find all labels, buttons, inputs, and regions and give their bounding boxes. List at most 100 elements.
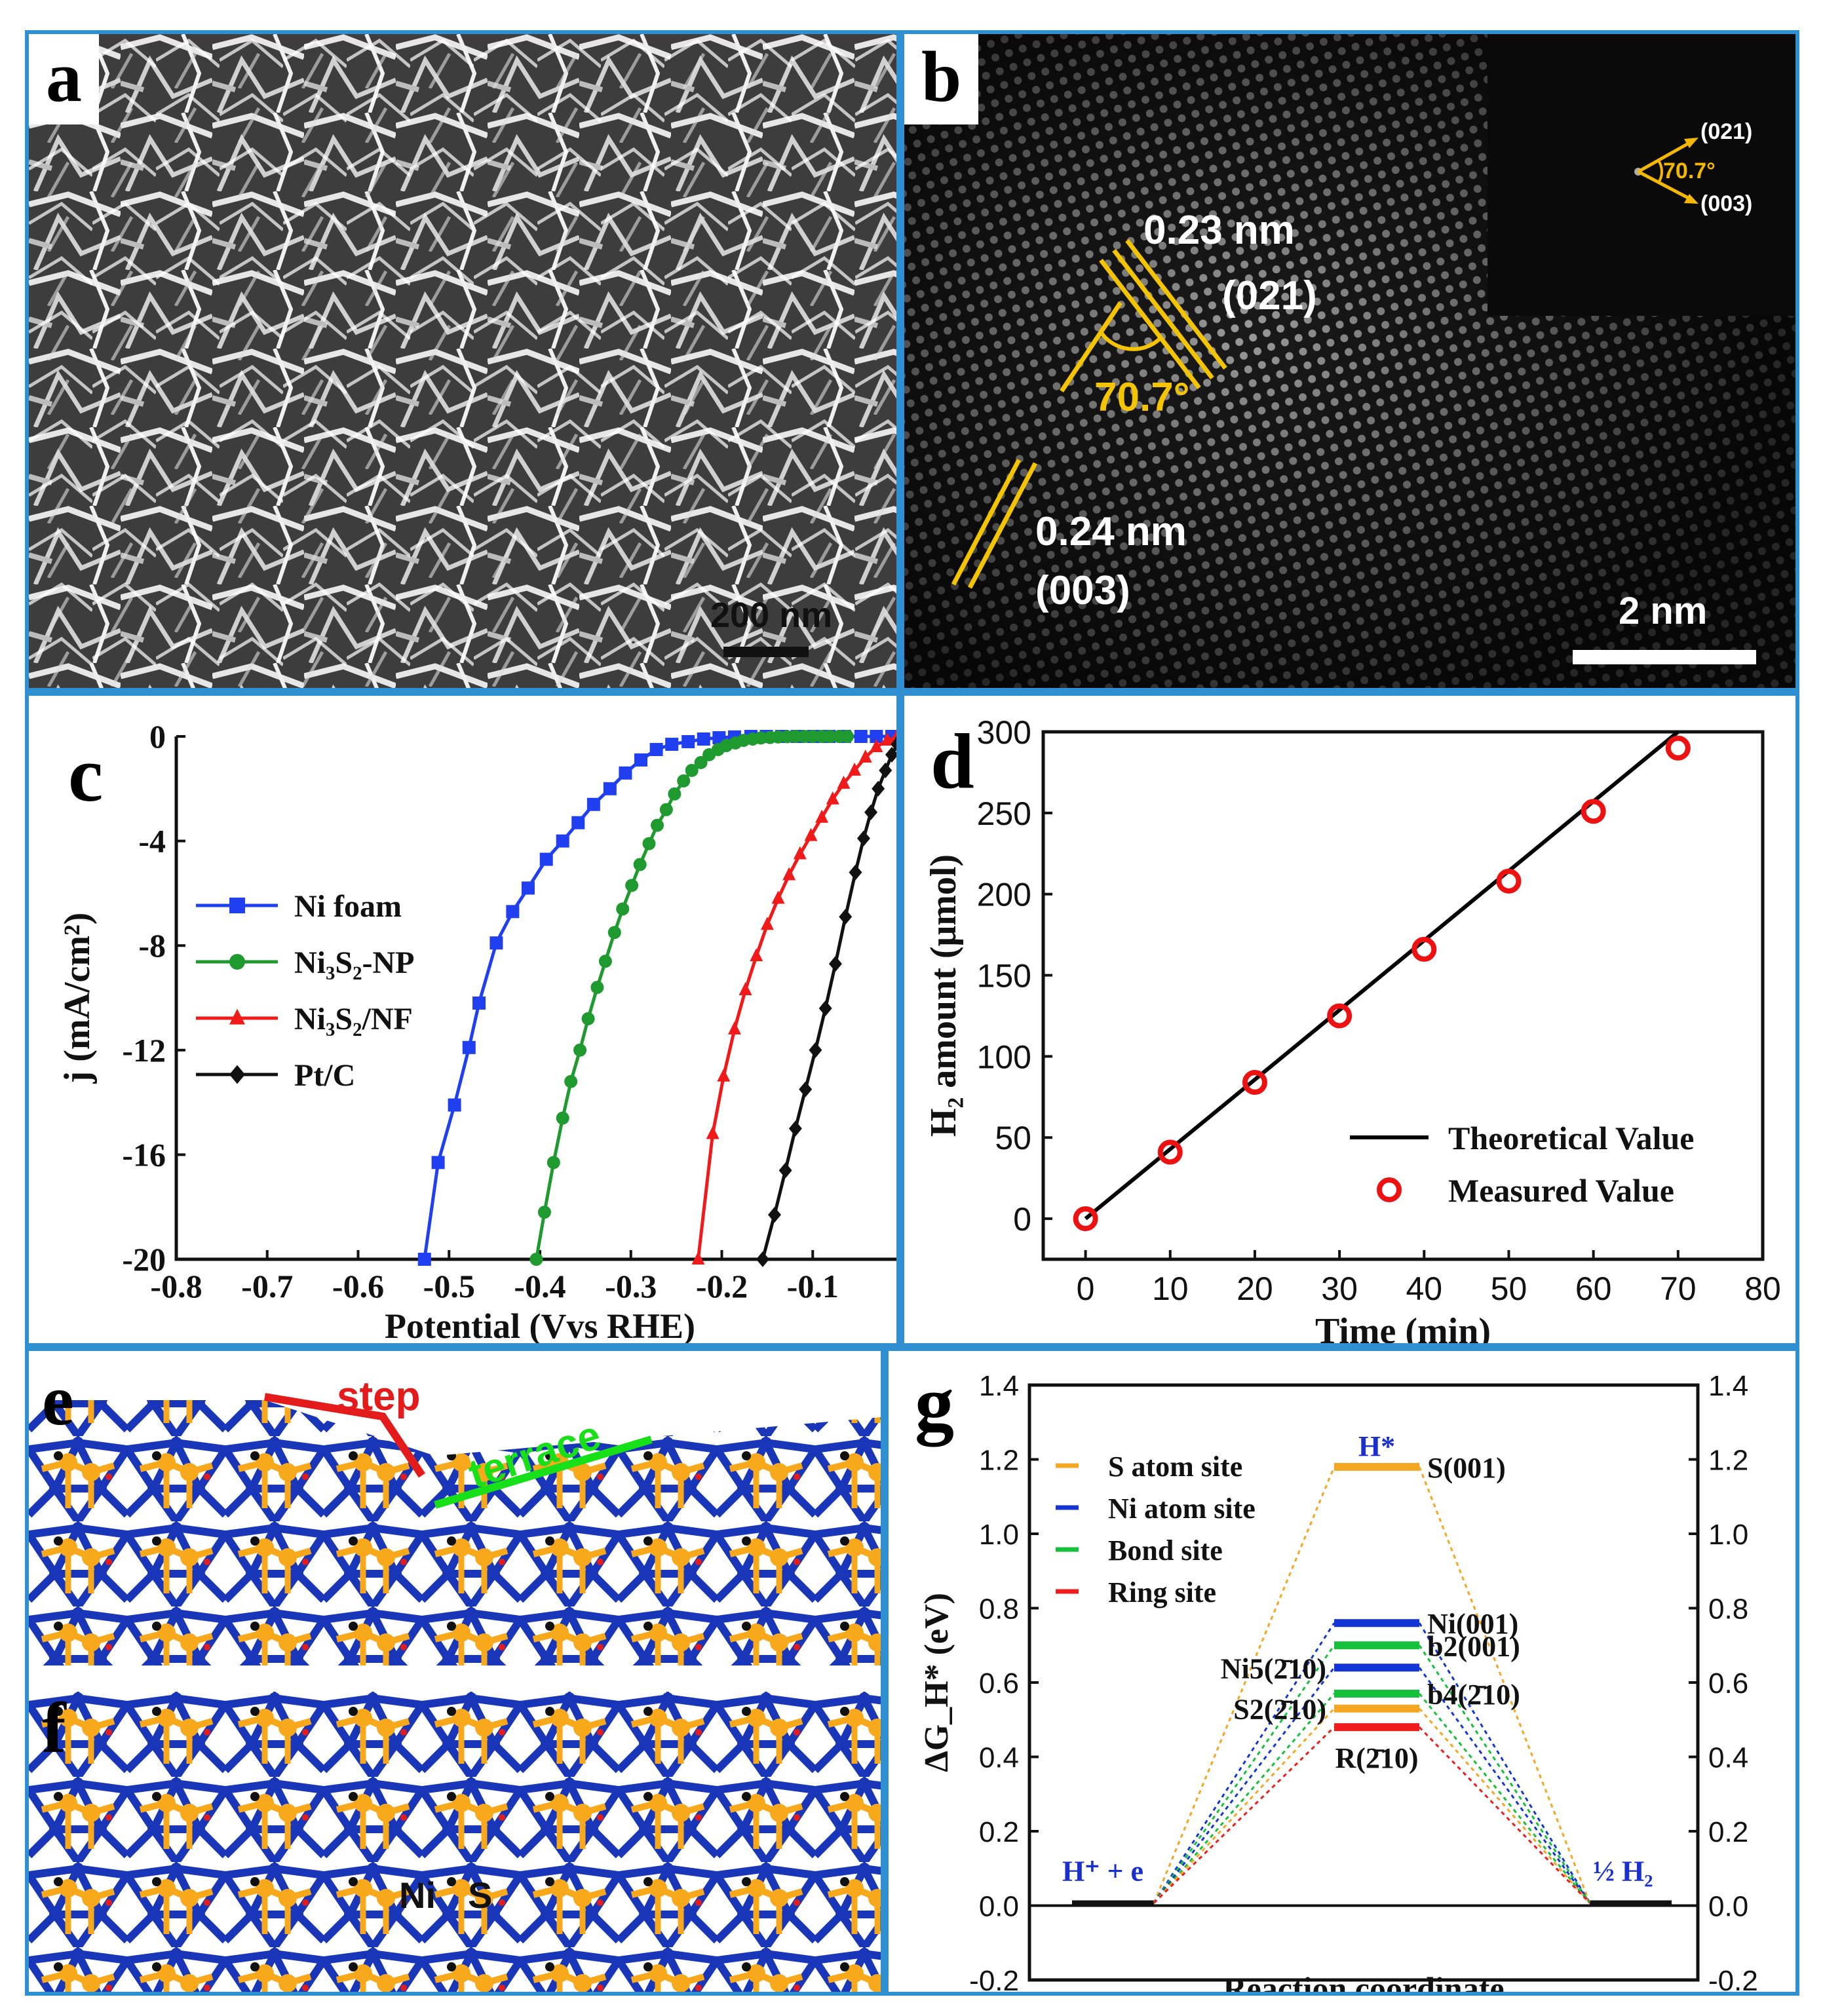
y-tick-label: -8 [138,927,166,964]
connector-left [1153,1707,1335,1904]
data-point [586,797,600,811]
data-point [804,827,818,841]
y-tick-label: 250 [977,795,1031,832]
x-tick-label: 40 [1406,1270,1442,1307]
panel-d: 0 10 20 30 40 50 60 70 80 0 50 100 150 200 250 300 Time … [900,692,1799,1347]
data-point [521,881,535,895]
measured-point [1157,1139,1183,1165]
series-line-2 [696,736,896,1260]
y-tick-label: 200 [977,877,1031,913]
data-point [826,791,839,805]
x-axis-label: Time (min) [1315,1311,1491,1347]
plane-003: (003) [1035,568,1130,613]
measured-point [1242,1070,1267,1095]
scale-bar [723,647,809,657]
data-point [856,830,870,846]
level-label: Ni5(2̄10) [1221,1652,1326,1684]
data-point [462,1040,476,1054]
data-point [590,981,604,995]
data-point [760,917,774,930]
state-label-hstar: H* [1358,1430,1395,1462]
legend-label: S atom site [1108,1451,1242,1483]
y-tick-label-right: 1.0 [1708,1519,1748,1551]
data-point [625,879,639,892]
panel-label-g: g [915,1360,954,1447]
hrtem-image: (021) (003) 70.7° 0.23 nm (021) 70.7° 0.… [904,34,1795,688]
data-point [823,730,837,743]
data-point [603,782,617,795]
data-point [840,730,854,743]
x-tick-label: 20 [1237,1270,1273,1307]
measured-point [1581,799,1606,824]
y-tick-label: 0 [1013,1201,1031,1238]
y-tick-label-right: 0.6 [1708,1667,1748,1700]
y-tick-label: 100 [977,1038,1031,1075]
panel-label-d: d [931,717,974,805]
data-point [895,736,896,740]
x-tick-label: -0.3 [605,1268,657,1304]
x-tick-label: 80 [1744,1270,1781,1307]
legend-marker [229,954,245,970]
y-axis-label: j (mA/cm²) [57,913,98,1084]
axes-frame [1041,730,1765,1261]
data-point [697,732,710,746]
legend-marker [229,1065,245,1084]
step-label: step [337,1374,420,1419]
x-tick-label: 70 [1660,1270,1697,1307]
x-tick-label: -0.7 [241,1268,293,1304]
data-point [506,905,520,919]
d-spacing-003: 0.24 nm [1035,509,1187,554]
data-point [885,746,896,763]
legend-label: Theoretical Value [1448,1120,1694,1156]
connector-left [1153,1693,1335,1904]
data-point [691,1251,705,1265]
data-point [788,1120,802,1137]
y-tick-label: 0.8 [979,1593,1019,1626]
series-line-3 [761,742,896,1260]
data-point [870,730,883,743]
data-point [649,742,663,756]
connector-right [1418,1693,1591,1904]
y-tick-label: 1.2 [979,1445,1019,1477]
connector-right [1418,1726,1591,1904]
y-tick-label-right: 0.8 [1708,1593,1748,1626]
panel-a: 200 nm a [25,30,900,692]
data-point [417,1253,431,1266]
y-tick-label: 0.0 [979,1891,1019,1923]
x-tick-label: -0.2 [696,1268,748,1304]
x-axis-label: Reaction coordinate [1223,1970,1504,1996]
data-point [815,809,829,823]
y-tick-label-right: 0.4 [1708,1742,1748,1774]
y-tick-label: 150 [977,958,1031,995]
data-point [788,730,802,743]
data-point [677,774,691,788]
level-label: Ni(001) [1427,1608,1518,1640]
legend-marker [229,898,245,913]
data-point [598,955,612,968]
state-label-initial: H⁺ + e [1062,1855,1143,1888]
legend-label: Pt/C [294,1058,355,1093]
model-f [29,1692,881,1992]
connector-left [1153,1726,1335,1904]
legend-marker [229,1008,245,1025]
data-point [556,1111,569,1125]
y-tick-label: 0.6 [979,1667,1019,1700]
data-point [547,1156,560,1170]
legend-label: Ni₃S₂-NP [294,945,414,980]
data-point [818,1000,832,1016]
level-label: b4(2̄10) [1427,1679,1520,1711]
x-tick-label: 50 [1491,1270,1527,1307]
y-tick-label-right: 1.4 [1708,1370,1748,1402]
measured-point [1327,1003,1353,1029]
x-tick-label: -0.8 [150,1268,202,1304]
angle-label: 70.7° [1094,375,1189,420]
panel-label-c: c [68,731,104,818]
atom-label-s: S [468,1874,492,1916]
measured-point [1496,868,1522,894]
data-point [556,834,569,848]
legend-label: Ni foam [294,889,402,924]
measured-point [1665,735,1691,761]
data-point [448,1098,461,1112]
y-tick-label: 0.4 [979,1742,1019,1774]
y-tick-label: -20 [122,1241,166,1278]
